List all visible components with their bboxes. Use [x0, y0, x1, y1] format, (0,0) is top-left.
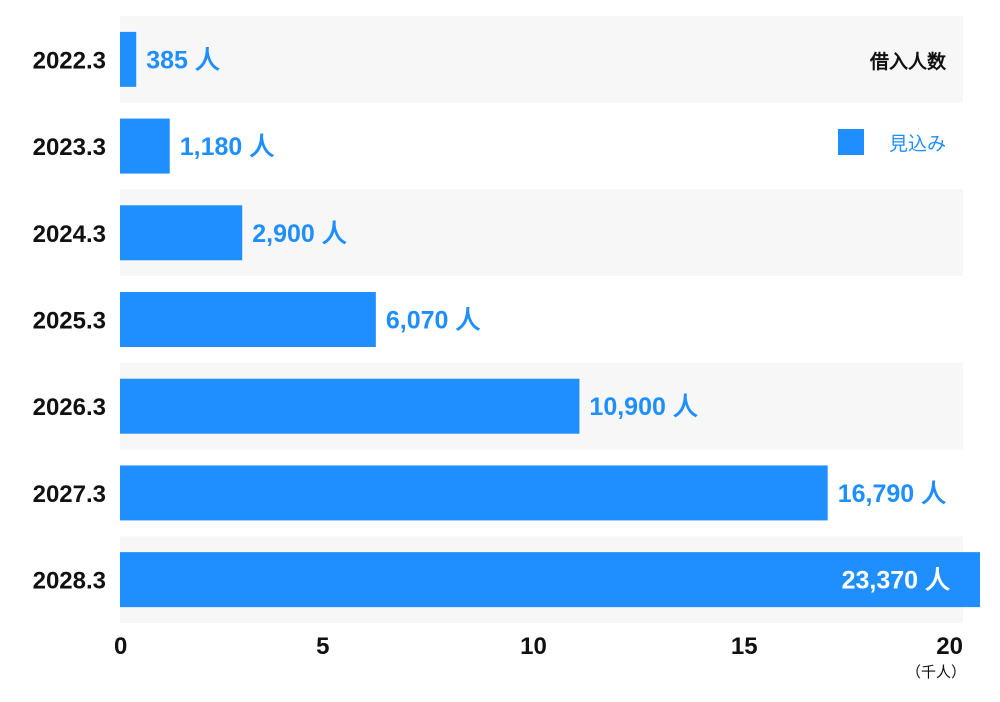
bar-2022.3 — [120, 31, 137, 87]
value-label: 10,900 人 — [589, 393, 697, 421]
category-label: 2024.3 — [33, 221, 106, 248]
legend-swatch — [838, 129, 864, 155]
bar-2026.3 — [120, 378, 580, 434]
value-label: 6,070 人 — [386, 307, 481, 335]
row-band — [120, 102, 963, 190]
x-tick-label: 5 — [316, 633, 329, 660]
legend-label: 見込み — [889, 133, 946, 155]
bar-2023.3 — [120, 118, 170, 174]
value-label: 2,900 人 — [252, 220, 347, 248]
x-tick-label: 10 — [520, 633, 547, 660]
row-band — [120, 189, 963, 277]
x-axis-unit-label: （千人） — [906, 664, 966, 681]
bar-2024.3 — [120, 205, 243, 261]
category-label: 2028.3 — [33, 568, 106, 595]
category-label: 2027.3 — [33, 481, 106, 508]
bar-2028.3 — [120, 552, 980, 608]
bar-2025.3 — [120, 292, 376, 347]
category-label: 2022.3 — [33, 47, 106, 74]
row-band — [120, 16, 963, 103]
x-tick-label: 0 — [114, 633, 127, 660]
category-label: 2026.3 — [33, 394, 106, 421]
value-label: 23,370 人 — [842, 567, 950, 595]
x-tick-label: 15 — [731, 633, 758, 660]
category-label: 2023.3 — [33, 134, 106, 161]
value-label: 1,180 人 — [180, 133, 275, 161]
value-label: 16,790 人 — [838, 480, 946, 508]
value-label: 385 人 — [146, 46, 220, 74]
bar-2027.3 — [120, 465, 828, 521]
chart-title: 借入人数 — [869, 50, 947, 73]
category-label: 2025.3 — [33, 308, 106, 335]
x-tick-label: 20 — [936, 633, 963, 660]
